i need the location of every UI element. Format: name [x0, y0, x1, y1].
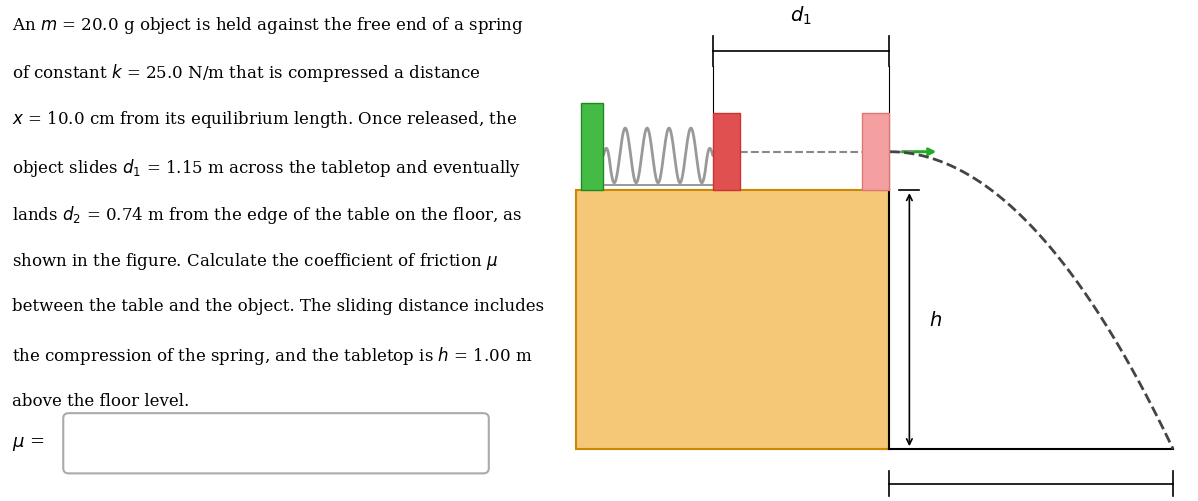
- Text: shown in the figure. Calculate the coefficient of friction $\mu$: shown in the figure. Calculate the coeff…: [12, 250, 497, 272]
- Text: An $m$ = 20.0 g object is held against the free end of a spring: An $m$ = 20.0 g object is held against t…: [12, 15, 524, 36]
- Text: $\mu$ =: $\mu$ =: [12, 434, 44, 452]
- Text: $h$: $h$: [930, 311, 943, 330]
- Text: of constant $k$ = 25.0 N/m that is compressed a distance: of constant $k$ = 25.0 N/m that is compr…: [12, 62, 480, 84]
- Text: object slides $d_1$ = 1.15 m across the tabletop and eventually: object slides $d_1$ = 1.15 m across the …: [12, 156, 521, 178]
- Text: the compression of the spring, and the tabletop is $h$ = 1.00 m: the compression of the spring, and the t…: [12, 345, 532, 367]
- Bar: [863, 114, 889, 191]
- Text: between the table and the object. The sliding distance includes: between the table and the object. The sl…: [12, 298, 544, 315]
- FancyBboxPatch shape: [63, 413, 489, 473]
- Text: above the floor level.: above the floor level.: [12, 392, 189, 409]
- Text: $x$ = 10.0 cm from its equilibrium length. Once released, the: $x$ = 10.0 cm from its equilibrium lengt…: [12, 109, 516, 130]
- Bar: [713, 114, 740, 191]
- Text: $d_1$: $d_1$: [791, 5, 812, 27]
- Bar: [576, 191, 889, 449]
- Text: lands $d_2$ = 0.74 m from the edge of the table on the floor, as: lands $d_2$ = 0.74 m from the edge of th…: [12, 203, 522, 225]
- Bar: [581, 104, 604, 191]
